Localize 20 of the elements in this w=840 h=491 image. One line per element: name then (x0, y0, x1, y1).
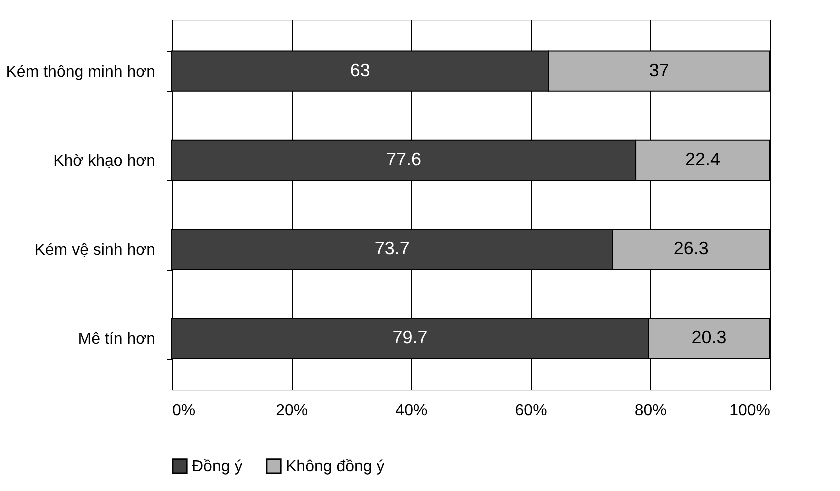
legend-label: Không đồng ý (286, 458, 385, 476)
data-label: 37 (649, 60, 670, 80)
y-tick-label: Mê tín hơn (78, 331, 156, 348)
y-tick-label: Kém thông minh hơn (6, 64, 156, 81)
data-label: 77.6 (386, 149, 422, 170)
x-tick-label: 60% (515, 402, 548, 420)
data-label: 26.3 (674, 238, 709, 259)
data-label: 73.7 (374, 238, 410, 259)
x-tick-label: 0% (172, 402, 196, 420)
data-label: 79.7 (392, 328, 428, 348)
legend-label: Đồng ý (192, 458, 243, 476)
y-tick-label: Khờ khạo hơn (54, 152, 156, 170)
x-tick-label: 20% (276, 402, 308, 420)
x-tick-label: 100% (730, 402, 770, 420)
data-label: 22.4 (686, 149, 721, 170)
data-label: 20.3 (692, 328, 727, 348)
y-tick-label: Kém vệ sinh hơn (34, 242, 156, 260)
x-tick-label: 80% (634, 402, 667, 420)
x-tick-label: 40% (396, 402, 428, 420)
data-label: 63 (350, 60, 370, 80)
